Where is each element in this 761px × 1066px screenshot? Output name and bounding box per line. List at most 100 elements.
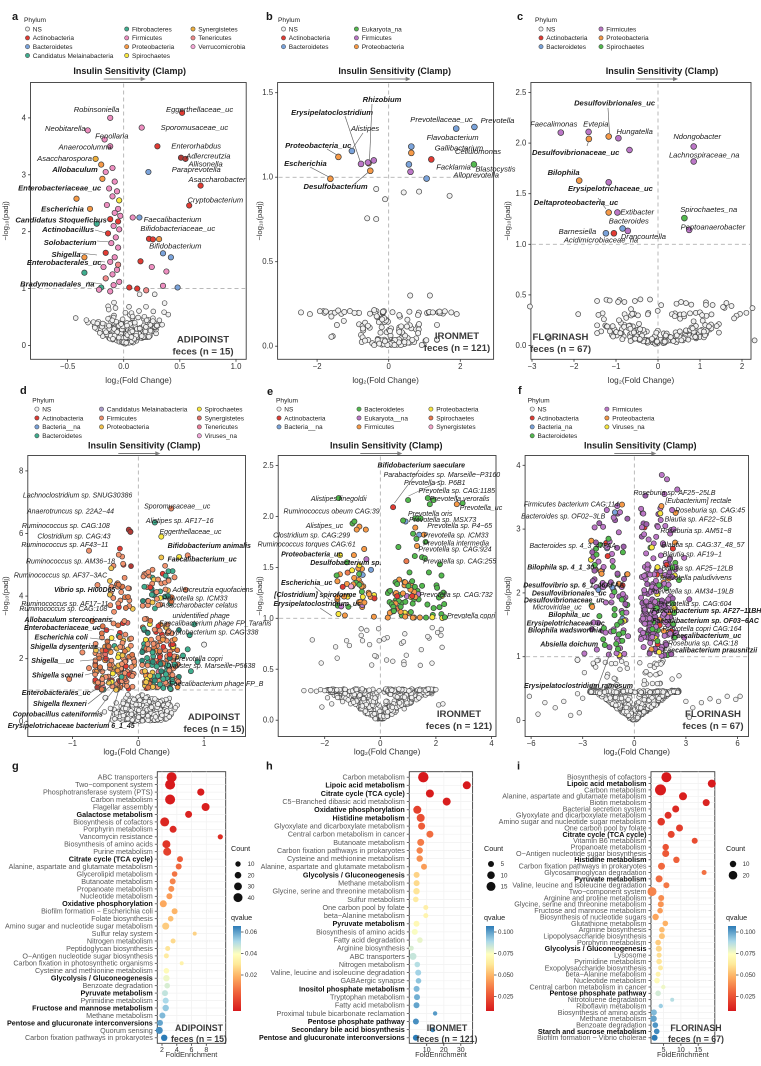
svg-text:Eukaryota_na: Eukaryota_na (362, 26, 402, 33)
svg-text:Proteobacteria: Proteobacteria (606, 35, 649, 42)
svg-text:Deltaproteobacteria_uc: Deltaproteobacteria_uc (534, 198, 619, 207)
svg-text:Proteobacteria: Proteobacteria (362, 44, 405, 51)
svg-text:6: 6 (735, 739, 739, 748)
svg-text:4: 4 (19, 592, 24, 601)
svg-text:1.0: 1.0 (262, 173, 274, 182)
svg-text:FoldEnrichment: FoldEnrichment (657, 1050, 709, 1059)
svg-text:Shigella__uc: Shigella__uc (31, 658, 74, 665)
svg-text:−6: −6 (527, 739, 536, 748)
svg-text:Prevotella veroralis: Prevotella veroralis (430, 496, 490, 503)
svg-text:Prevotella sp. ICM33: Prevotella sp. ICM33 (424, 533, 489, 540)
svg-text:qvalue: qvalue (484, 913, 505, 922)
svg-text:Blastocystis: Blastocystis (475, 164, 515, 173)
svg-text:Alloprevotella: Alloprevotella (452, 170, 499, 179)
svg-text:0: 0 (19, 717, 24, 726)
svg-text:Bacteroides sp. OF02−3LB: Bacteroides sp. OF02−3LB (521, 514, 606, 521)
svg-text:20: 20 (743, 872, 750, 879)
svg-text:0.5: 0.5 (174, 362, 186, 371)
svg-text:Blautia sp. AF25−12LB: Blautia sp. AF25−12LB (662, 566, 734, 573)
svg-text:0: 0 (387, 362, 392, 371)
svg-text:Desulfobacterium: Desulfobacterium (304, 182, 368, 191)
svg-text:Erysipelatoclostridium_uc: Erysipelatoclostridium_uc (274, 601, 362, 608)
svg-text:Roseburia sp. AM51−8: Roseburia sp. AM51−8 (660, 528, 731, 535)
svg-text:Eggerthellaceae_uc: Eggerthellaceae_uc (159, 529, 221, 536)
svg-text:Solobacterium: Solobacterium (44, 238, 97, 247)
svg-text:Phylum: Phylum (24, 17, 46, 24)
svg-text:ADIPOINST: ADIPOINST (177, 335, 229, 346)
svg-text:2.0: 2.0 (516, 139, 528, 148)
svg-text:Enterobacterales_uc: Enterobacterales_uc (27, 258, 102, 267)
svg-text:Actinobacillus: Actinobacillus (41, 225, 94, 234)
svg-text:Faecalibacterium sp. OF03−6AC: Faecalibacterium sp. OF03−6AC (652, 618, 760, 625)
svg-text:Erysipelotrichaceae_uc: Erysipelotrichaceae_uc (527, 620, 605, 627)
svg-text:Bifidobacterium saeculare: Bifidobacterium saeculare (378, 462, 466, 469)
svg-text:IRONMET: IRONMET (427, 1023, 468, 1033)
svg-text:Count: Count (484, 844, 503, 853)
svg-text:Synergistetes: Synergistetes (436, 424, 476, 431)
svg-text:Bacteroidetes: Bacteroidetes (546, 44, 586, 51)
svg-text:Fenollaria: Fenollaria (95, 132, 128, 141)
svg-text:Evtepia: Evtepia (583, 119, 608, 128)
svg-text:10: 10 (501, 872, 508, 879)
svg-text:Adlercreutzia equofaciens: Adlercreutzia equofaciens (172, 587, 254, 594)
svg-text:1.5: 1.5 (263, 563, 275, 572)
svg-text:ADIPOINST: ADIPOINST (188, 712, 240, 723)
svg-text:feces (n = 121): feces (n = 121) (426, 721, 492, 732)
svg-text:Faecalibacterium phage FP_B: Faecalibacterium phage FP_B (169, 681, 263, 688)
svg-text:Desulfovibrio sp. 6_1_46AFAA: Desulfovibrio sp. 6_1_46AFAA (523, 582, 624, 589)
svg-text:Bacteroides sp. 4_3_47FAA: Bacteroides sp. 4_3_47FAA (529, 543, 616, 550)
svg-text:[Eubacterium] rectale: [Eubacterium] rectale (664, 498, 731, 505)
svg-text:1.0: 1.0 (516, 240, 528, 249)
svg-text:Prevotellaceae_uc: Prevotellaceae_uc (410, 115, 473, 124)
svg-text:Firmicutes: Firmicutes (606, 26, 637, 33)
svg-text:Ruminococcus obeum CAG:39: Ruminococcus obeum CAG:39 (284, 509, 380, 516)
svg-text:−2: −2 (320, 739, 329, 748)
svg-text:Anaerotruncus sp. 22A2−44: Anaerotruncus sp. 22A2−44 (26, 509, 114, 516)
svg-text:−2: −2 (570, 362, 579, 371)
svg-text:Prevotella copri: Prevotella copri (447, 613, 496, 620)
svg-text:Firmicutes: Firmicutes (362, 35, 393, 42)
svg-text:FLORINASH: FLORINASH (670, 1023, 721, 1033)
svg-text:Asaccharobacter celatus: Asaccharobacter celatus (160, 603, 238, 610)
svg-text:Proteobacteria: Proteobacteria (612, 415, 655, 422)
svg-text:feces (n = 15): feces (n = 15) (183, 724, 244, 735)
svg-text:Prevotella sp. AM34−19LB: Prevotella sp. AM34−19LB (651, 588, 734, 595)
svg-text:Pentose and glucuronate interc: Pentose and glucuronate interconversions (259, 1033, 405, 1042)
svg-text:Alistipes sp. AF17−16: Alistipes sp. AF17−16 (145, 518, 214, 525)
svg-text:Bifidobacterium: Bifidobacterium (149, 242, 201, 251)
svg-text:Sporomusaceae__uc: Sporomusaceae__uc (144, 503, 211, 510)
svg-text:Insulin Sensitivity (Clamp): Insulin Sensitivity (Clamp) (606, 66, 719, 76)
svg-text:feces (n = 67): feces (n = 67) (530, 344, 591, 355)
svg-text:30: 30 (248, 884, 255, 891)
svg-text:1.5: 1.5 (516, 189, 528, 198)
svg-text:f: f (518, 385, 522, 397)
svg-text:Phylum: Phylum (32, 398, 54, 405)
svg-text:Cryptobacterium: Cryptobacterium (187, 196, 243, 205)
svg-text:Bifidobacteriaceae_uc: Bifidobacteriaceae_uc (140, 224, 215, 233)
svg-text:0: 0 (136, 739, 141, 748)
svg-text:0: 0 (22, 341, 27, 350)
svg-text:Bacteroidetes: Bacteroidetes (42, 433, 82, 440)
svg-text:Tenericutes: Tenericutes (198, 35, 232, 42)
svg-text:FoldEnrichment: FoldEnrichment (166, 1050, 218, 1059)
svg-text:Allobaculum stercoricanis: Allobaculum stercoricanis (24, 617, 113, 624)
svg-text:Barnesiella: Barnesiella (559, 227, 597, 236)
svg-text:−log₁₀(padj): −log₁₀(padj) (1, 201, 10, 241)
svg-text:Robinsoniella: Robinsoniella (74, 105, 120, 114)
svg-text:Count: Count (726, 844, 745, 853)
svg-text:Enterobacteriaceae_uc: Enterobacteriaceae_uc (18, 184, 102, 193)
svg-text:Lachnospiraceae_na: Lachnospiraceae_na (669, 151, 740, 160)
svg-text:4: 4 (516, 461, 521, 470)
svg-text:ADIPOINST: ADIPOINST (175, 1023, 224, 1033)
svg-text:1.0: 1.0 (263, 614, 275, 623)
svg-text:Prevotella paludivivens: Prevotella paludivivens (660, 575, 732, 582)
svg-text:Bacteroidetes: Bacteroidetes (364, 406, 404, 413)
svg-text:6: 6 (19, 529, 23, 538)
svg-text:Biofilm formation − Vibrio cho: Biofilm formation − Vibrio cholerae (537, 1033, 647, 1042)
svg-text:Bradymonadales_na: Bradymonadales_na (20, 280, 94, 289)
svg-text:Rhizobium: Rhizobium (363, 95, 402, 104)
svg-text:Actinobacteria: Actinobacteria (284, 415, 326, 422)
svg-text:Bacteria_na: Bacteria_na (538, 424, 573, 431)
svg-text:Shigella flexneri: Shigella flexneri (33, 701, 88, 708)
svg-text:Spirochaetes: Spirochaetes (132, 53, 171, 60)
